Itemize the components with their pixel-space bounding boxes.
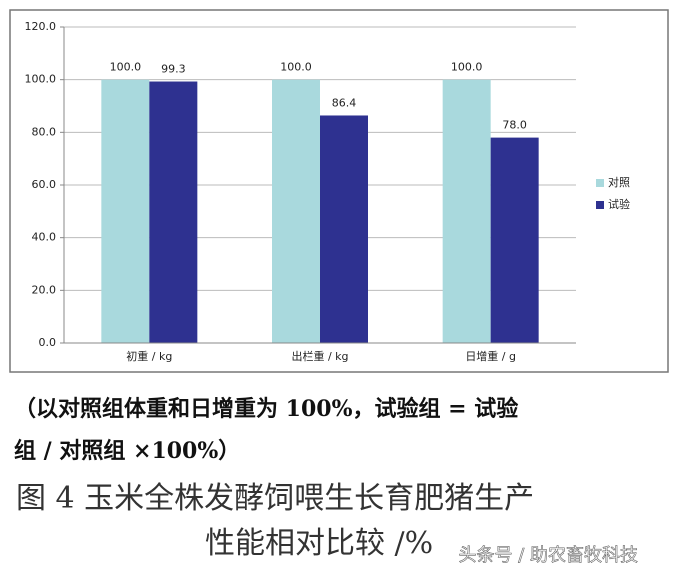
note-line: 组 / 对照组 ×100%） bbox=[14, 438, 240, 464]
legend-swatch bbox=[596, 179, 604, 187]
legend-label: 对照 bbox=[608, 175, 630, 189]
bar bbox=[272, 79, 320, 344]
x-tick-label: 初重 / kg bbox=[126, 349, 172, 363]
x-tick-label: 出栏重 / kg bbox=[291, 349, 348, 363]
watermark: 头条号 / 助农畜牧科技 bbox=[458, 545, 638, 566]
y-tick-label: 40.0 bbox=[32, 231, 57, 244]
bar bbox=[442, 79, 491, 344]
data-label: 100.0 bbox=[110, 61, 142, 74]
bar bbox=[101, 79, 150, 344]
y-tick-label: 120.0 bbox=[25, 20, 57, 33]
legend-swatch bbox=[596, 201, 604, 209]
bar bbox=[149, 81, 198, 343]
caption-line: 性能相对比较 /% bbox=[205, 526, 433, 561]
chart: 0.0 20.0 40.0 60.0 80.0 100.0 120.0 初重 / kg 100.… bbox=[25, 20, 631, 363]
y-tick-label: 20.0 bbox=[32, 283, 57, 296]
note-line: （以对照组体重和日增重为 100%，试验组 = 试验 bbox=[14, 396, 518, 422]
y-tick-label: 0.0 bbox=[39, 336, 57, 349]
y-tick-label: 100.0 bbox=[25, 73, 57, 86]
x-tick-label: 日增重 / g bbox=[465, 349, 516, 363]
y-tick-label: 80.0 bbox=[32, 125, 57, 138]
data-label: 86.4 bbox=[332, 96, 357, 109]
legend-label: 试验 bbox=[608, 197, 630, 211]
data-label: 100.0 bbox=[280, 61, 312, 74]
bar bbox=[490, 137, 539, 343]
data-label: 78.0 bbox=[502, 119, 527, 132]
data-label: 99.3 bbox=[161, 63, 186, 76]
data-label: 100.0 bbox=[451, 61, 483, 74]
caption-line: 图 4 玉米全株发酵饲喂生长育肥猪生产 bbox=[16, 481, 534, 516]
bar bbox=[320, 115, 368, 343]
y-tick-label: 60.0 bbox=[32, 178, 57, 191]
